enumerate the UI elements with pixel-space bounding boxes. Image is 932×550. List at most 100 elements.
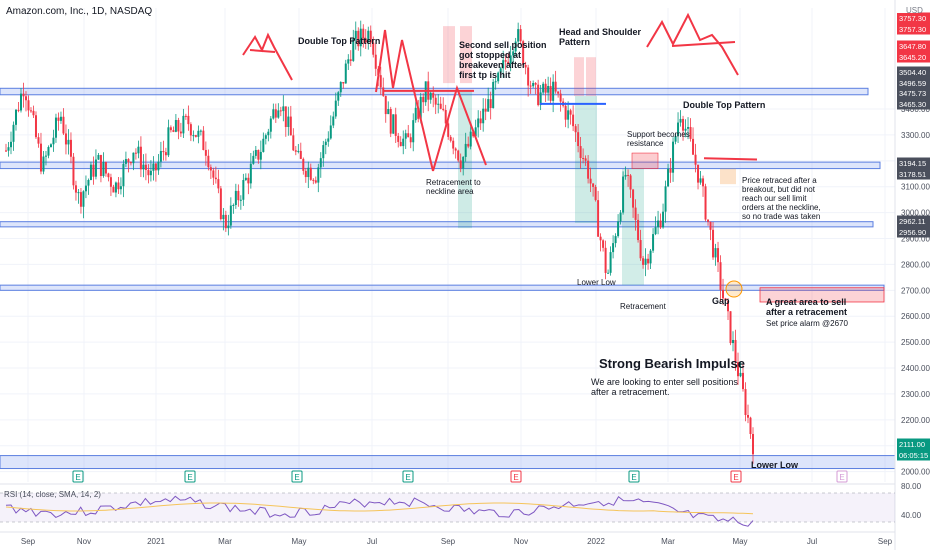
candle-body xyxy=(404,133,407,139)
candle-body xyxy=(682,118,685,131)
candle-body xyxy=(309,167,312,180)
candle-body xyxy=(159,151,162,162)
annotation-price-retraced: so no trade was taken xyxy=(742,212,820,221)
candle-body xyxy=(647,258,650,264)
time-axis[interactable]: Sep Nov 2021 Mar May Jul Sep Nov 2022 Mar May Jul Se… xyxy=(0,470,895,546)
earnings-marker[interactable] xyxy=(291,470,303,483)
annotation-second-sell: first tp is hit xyxy=(459,70,511,80)
candle-body xyxy=(347,59,350,64)
rsi-pane[interactable]: RSI (14, close, SMA, 14, 2) 80.00 40.00 xyxy=(0,482,922,527)
candle-body xyxy=(704,186,707,220)
candle-body xyxy=(487,99,490,112)
price-tick-label: 3400.00 xyxy=(901,105,930,114)
candle-body xyxy=(632,189,635,208)
price-tag-label: 3645.20 xyxy=(899,53,926,62)
candle-body xyxy=(84,185,87,192)
earnings-marker-label: E xyxy=(75,473,80,482)
candle-body xyxy=(589,178,592,184)
price-axis[interactable]: 2000.002100.002200.002300.002400.002500.… xyxy=(894,0,932,550)
earnings-marker[interactable] xyxy=(72,470,84,483)
price-tag-bg xyxy=(897,12,930,24)
candle-body xyxy=(132,152,135,164)
candle-body xyxy=(677,122,680,136)
earnings-marker[interactable] xyxy=(836,470,848,483)
candle-body xyxy=(454,148,457,151)
price-tick-label: 3100.00 xyxy=(901,183,930,192)
neckline-2 xyxy=(703,157,758,161)
candle-body xyxy=(172,130,175,132)
candle-body xyxy=(27,100,30,111)
price-tag-label: 3496.59 xyxy=(899,79,926,88)
annotation-second-sell: breakeven after xyxy=(459,60,526,70)
time-tick-label: 2021 xyxy=(147,537,165,546)
candle-body xyxy=(369,30,372,43)
candle-body xyxy=(152,163,155,171)
candle-body xyxy=(557,91,560,94)
earnings-marker[interactable] xyxy=(184,470,196,483)
earnings-marker[interactable] xyxy=(730,470,742,483)
candle-body xyxy=(472,131,475,137)
candle-body xyxy=(44,155,47,157)
candle-body xyxy=(637,219,640,241)
candle-body xyxy=(267,131,270,136)
price-tag-label: 2956.90 xyxy=(899,228,926,237)
price-tag-label: 3757.30 xyxy=(899,25,926,34)
time-tick-label: Nov xyxy=(514,537,528,546)
candle-body xyxy=(79,192,82,207)
candle-body xyxy=(49,144,52,148)
earnings-marker[interactable] xyxy=(628,470,640,483)
candle-body xyxy=(577,132,580,147)
candle-body xyxy=(544,83,547,93)
currency-bg xyxy=(897,2,920,13)
candle-body xyxy=(337,92,340,101)
candle-body xyxy=(224,214,227,229)
candle-body xyxy=(259,151,262,160)
earnings-marker-label: E xyxy=(294,473,299,482)
sell-entry-zone xyxy=(586,57,596,97)
candle-body xyxy=(72,156,75,186)
price-tick-label: 3000.00 xyxy=(901,209,930,218)
candle-body xyxy=(94,159,97,177)
candle-body xyxy=(302,158,305,171)
earnings-marker[interactable] xyxy=(402,470,414,483)
candle-body xyxy=(127,159,130,163)
candle-body xyxy=(437,103,440,105)
candle-body xyxy=(687,127,690,129)
annotation-impulse-text: We are looking to enter sell positions xyxy=(591,377,738,387)
candle-body xyxy=(204,149,207,156)
candle-body xyxy=(227,225,230,229)
candle-body xyxy=(219,188,222,220)
candle-body xyxy=(707,219,710,222)
earnings-marker[interactable] xyxy=(510,470,522,483)
candle-body xyxy=(167,127,170,156)
rsi-sma-line xyxy=(5,502,754,515)
candle-body xyxy=(729,311,732,344)
time-tick-label: May xyxy=(732,537,747,546)
candle-body xyxy=(24,96,27,101)
candle-body xyxy=(284,106,287,127)
price-tick-label: 2900.00 xyxy=(901,235,930,244)
candle-body xyxy=(242,180,245,200)
candle-body xyxy=(57,117,60,121)
candle-body xyxy=(527,67,530,86)
candle-body xyxy=(599,236,602,241)
candle-body xyxy=(12,124,15,142)
candle-body xyxy=(609,252,612,273)
candle-body xyxy=(489,99,492,108)
candle-body xyxy=(64,133,67,145)
symbol-title: Amazon.com, Inc., 1D, NASDAQ xyxy=(6,6,152,17)
candle-body xyxy=(654,227,657,235)
time-tick-label: Nov xyxy=(77,537,91,546)
candle-body xyxy=(342,82,345,84)
candle-body xyxy=(212,170,215,178)
candle-body xyxy=(287,116,290,127)
candle-body xyxy=(552,81,555,101)
candle-body xyxy=(237,190,240,201)
support-resistance-zone xyxy=(0,221,874,228)
sell-entry-zone xyxy=(574,57,584,97)
candle-body xyxy=(114,182,117,193)
candle-body xyxy=(434,97,437,105)
price-tick-label: 2600.00 xyxy=(901,312,930,321)
candle-body xyxy=(529,85,532,87)
